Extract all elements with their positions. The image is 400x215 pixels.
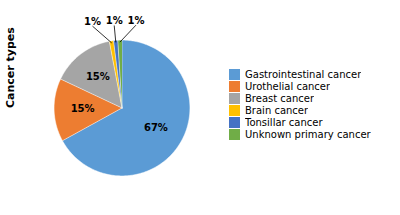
svg-text:1%: 1% [84,16,101,27]
svg-text:67%: 67% [144,122,168,133]
html-text:Breast cancer: Breast cancer [245,93,315,104]
html-text:Urothelial cancer: Urothelial cancer [245,81,331,92]
html-text:Gastrointestinal cancer: Gastrointestinal cancer [245,69,362,80]
svg-text:1%: 1% [106,15,123,26]
svg-text:1%: 1% [127,15,144,26]
svg-text:Cancer types: Cancer types [4,27,17,108]
svg-text:15%: 15% [86,71,110,82]
html-text:Brain cancer: Brain cancer [245,105,309,116]
html-text:Tonsillar cancer: Tonsillar cancer [245,117,323,128]
html-text:Unknown primary cancer: Unknown primary cancer [245,129,371,140]
svg-text:15%: 15% [71,103,95,114]
